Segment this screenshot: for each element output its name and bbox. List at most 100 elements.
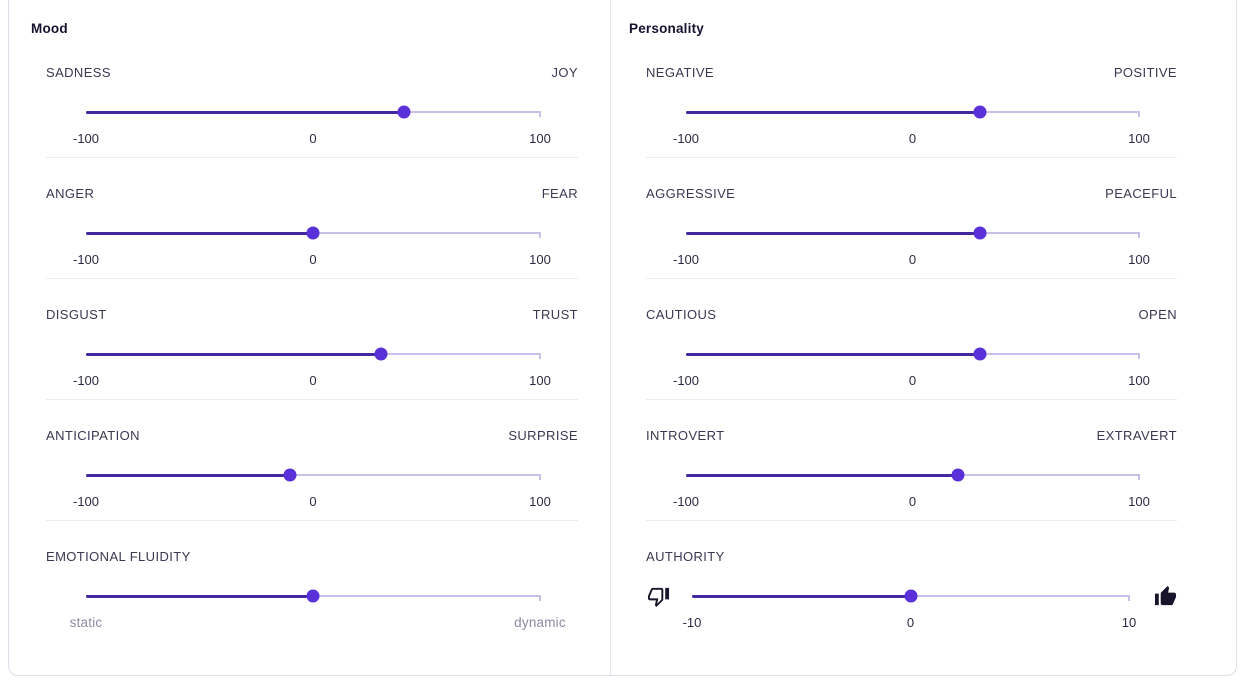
aggressive-peaceful-slider[interactable] bbox=[686, 225, 1140, 241]
disgust-trust-slider-handle[interactable] bbox=[374, 347, 388, 361]
thumbs-up-icon[interactable] bbox=[1153, 584, 1177, 608]
disgust-trust-right-label: TRUST bbox=[532, 307, 578, 322]
introvert-extravert-slider[interactable] bbox=[686, 467, 1140, 483]
slider-fill bbox=[86, 110, 404, 114]
authority-slider-handle[interactable] bbox=[904, 589, 917, 603]
anticipation-surprise-right-label: SURPRISE bbox=[508, 428, 578, 443]
slider-group-cautious-open: CAUTIOUS OPEN -100 0 100 bbox=[646, 279, 1177, 400]
authority-left-label: AUTHORITY bbox=[646, 549, 725, 564]
anticipation-surprise-tick-label: -100 bbox=[72, 494, 100, 509]
slider-group-emotional-fluidity: EMOTIONAL FLUIDITY static dynamic bbox=[46, 521, 578, 641]
negative-positive-slider-handle[interactable] bbox=[973, 105, 987, 119]
introvert-extravert-ticks-row: -100 0 100 bbox=[646, 493, 1177, 510]
anticipation-surprise-slider-handle[interactable] bbox=[283, 468, 297, 482]
slider-endcap bbox=[1138, 111, 1140, 117]
aggressive-peaceful-tick-label: 0 bbox=[908, 252, 917, 267]
slider-fill bbox=[86, 473, 291, 477]
authority-track-row bbox=[646, 585, 1177, 607]
sadness-joy-tick-label: -100 bbox=[72, 131, 100, 146]
sadness-joy-right-label: JOY bbox=[551, 65, 578, 80]
anticipation-surprise-ticks: -100 0 100 bbox=[73, 493, 551, 510]
anger-fear-slider-handle[interactable] bbox=[306, 226, 320, 240]
introvert-extravert-track-row bbox=[646, 467, 1177, 483]
sadness-joy-slider[interactable] bbox=[86, 104, 541, 120]
slider-rail bbox=[86, 474, 540, 476]
disgust-trust-tick-label: -100 bbox=[72, 373, 100, 388]
slider-fill bbox=[692, 594, 911, 598]
authority-labels-row: AUTHORITY bbox=[646, 549, 1177, 564]
disgust-trust-ticks: -100 0 100 bbox=[73, 372, 551, 389]
anticipation-surprise-slider[interactable] bbox=[86, 467, 541, 483]
cautious-open-slider-handle[interactable] bbox=[973, 347, 987, 361]
authority-slider[interactable] bbox=[692, 588, 1130, 604]
slider-endcap bbox=[539, 595, 541, 601]
aggressive-peaceful-labels-row: AGGRESSIVE PEACEFUL bbox=[646, 186, 1177, 201]
slider-group-sadness-joy: SADNESS JOY -100 0 100 bbox=[46, 37, 578, 158]
aggressive-peaceful-track-row bbox=[646, 225, 1177, 241]
slider-group-introvert-extravert: INTROVERT EXTRAVERT -100 0 100 bbox=[646, 400, 1177, 521]
slider-endcap bbox=[539, 474, 541, 480]
slider-group-anger-fear: ANGER FEAR -100 0 100 bbox=[46, 158, 578, 279]
negative-positive-tick-label: -100 bbox=[672, 131, 700, 146]
aggressive-peaceful-slider-handle[interactable] bbox=[973, 226, 987, 240]
slider-group-aggressive-peaceful: AGGRESSIVE PEACEFUL -100 0 100 bbox=[646, 158, 1177, 279]
authority-ticks: -10 0 10 bbox=[683, 614, 1137, 631]
sliders-card: Mood SADNESS JOY -100 0 100 ANGER FEAR -100 0 100… bbox=[8, 0, 1237, 676]
cautious-open-tick-label: 0 bbox=[908, 373, 917, 388]
slider-fill bbox=[86, 231, 313, 235]
sadness-joy-labels-row: SADNESS JOY bbox=[46, 65, 578, 80]
anger-fear-tick-label: 0 bbox=[309, 252, 317, 267]
personality-panel-title: Personality bbox=[629, 21, 704, 36]
personality-panel: Personality NEGATIVE POSITIVE -100 0 100 AGGR… bbox=[611, 0, 1236, 675]
anticipation-surprise-ticks-row: -100 0 100 bbox=[46, 493, 578, 510]
sadness-joy-slider-handle[interactable] bbox=[397, 105, 411, 119]
slider-fill bbox=[686, 473, 958, 477]
cautious-open-labels-row: CAUTIOUS OPEN bbox=[646, 307, 1177, 322]
aggressive-peaceful-ticks-row: -100 0 100 bbox=[646, 251, 1177, 268]
emotional-fluidity-track-row bbox=[46, 588, 578, 604]
negative-positive-tick-label: 100 bbox=[1128, 131, 1150, 146]
emotional-fluidity-min-label: static bbox=[69, 615, 103, 630]
slider-endcap bbox=[1138, 474, 1140, 480]
introvert-extravert-labels-row: INTROVERT EXTRAVERT bbox=[646, 428, 1177, 443]
emotional-fluidity-slider[interactable] bbox=[86, 588, 541, 604]
anticipation-surprise-tick-label: 0 bbox=[309, 494, 317, 509]
introvert-extravert-slider-handle[interactable] bbox=[951, 468, 965, 482]
emotional-fluidity-labels-row: EMOTIONAL FLUIDITY bbox=[46, 549, 578, 564]
cautious-open-left-label: CAUTIOUS bbox=[646, 307, 717, 322]
anticipation-surprise-left-label: ANTICIPATION bbox=[46, 428, 140, 443]
sadness-joy-tick-label: 0 bbox=[309, 131, 317, 146]
emotional-fluidity-slider-handle[interactable] bbox=[306, 589, 320, 603]
thumbs-down-icon[interactable] bbox=[646, 584, 670, 608]
sadness-joy-tick-label: 100 bbox=[529, 131, 551, 146]
aggressive-peaceful-tick-label: -100 bbox=[672, 252, 700, 267]
disgust-trust-labels-row: DISGUST TRUST bbox=[46, 307, 578, 322]
slider-endcap bbox=[539, 232, 541, 238]
anger-fear-slider[interactable] bbox=[86, 225, 541, 241]
slider-fill bbox=[686, 352, 981, 356]
sadness-joy-ticks-row: -100 0 100 bbox=[46, 130, 578, 147]
anger-fear-labels-row: ANGER FEAR bbox=[46, 186, 578, 201]
slider-fill bbox=[686, 231, 981, 235]
introvert-extravert-tick-label: 0 bbox=[908, 494, 917, 509]
anticipation-surprise-tick-label: 100 bbox=[529, 494, 551, 509]
slider-endcap bbox=[1128, 595, 1130, 601]
introvert-extravert-ticks: -100 0 100 bbox=[673, 493, 1150, 510]
authority-tick-label: -10 bbox=[682, 615, 702, 630]
cautious-open-ticks: -100 0 100 bbox=[673, 372, 1150, 389]
negative-positive-labels-row: NEGATIVE POSITIVE bbox=[646, 65, 1177, 80]
mood-panel: Mood SADNESS JOY -100 0 100 ANGER FEAR -100 0 100… bbox=[9, 0, 610, 675]
slider-endcap bbox=[1138, 353, 1140, 359]
negative-positive-tick-label: 0 bbox=[908, 131, 917, 146]
cautious-open-slider[interactable] bbox=[686, 346, 1140, 362]
negative-positive-left-label: NEGATIVE bbox=[646, 65, 714, 80]
cautious-open-ticks-row: -100 0 100 bbox=[646, 372, 1177, 389]
negative-positive-slider[interactable] bbox=[686, 104, 1140, 120]
anticipation-surprise-labels-row: ANTICIPATION SURPRISE bbox=[46, 428, 578, 443]
introvert-extravert-left-label: INTROVERT bbox=[646, 428, 725, 443]
introvert-extravert-right-label: EXTRAVERT bbox=[1096, 428, 1177, 443]
disgust-trust-slider[interactable] bbox=[86, 346, 541, 362]
emotional-fluidity-max-label: dynamic bbox=[514, 615, 566, 630]
negative-positive-track-row bbox=[646, 104, 1177, 120]
aggressive-peaceful-right-label: PEACEFUL bbox=[1105, 186, 1177, 201]
